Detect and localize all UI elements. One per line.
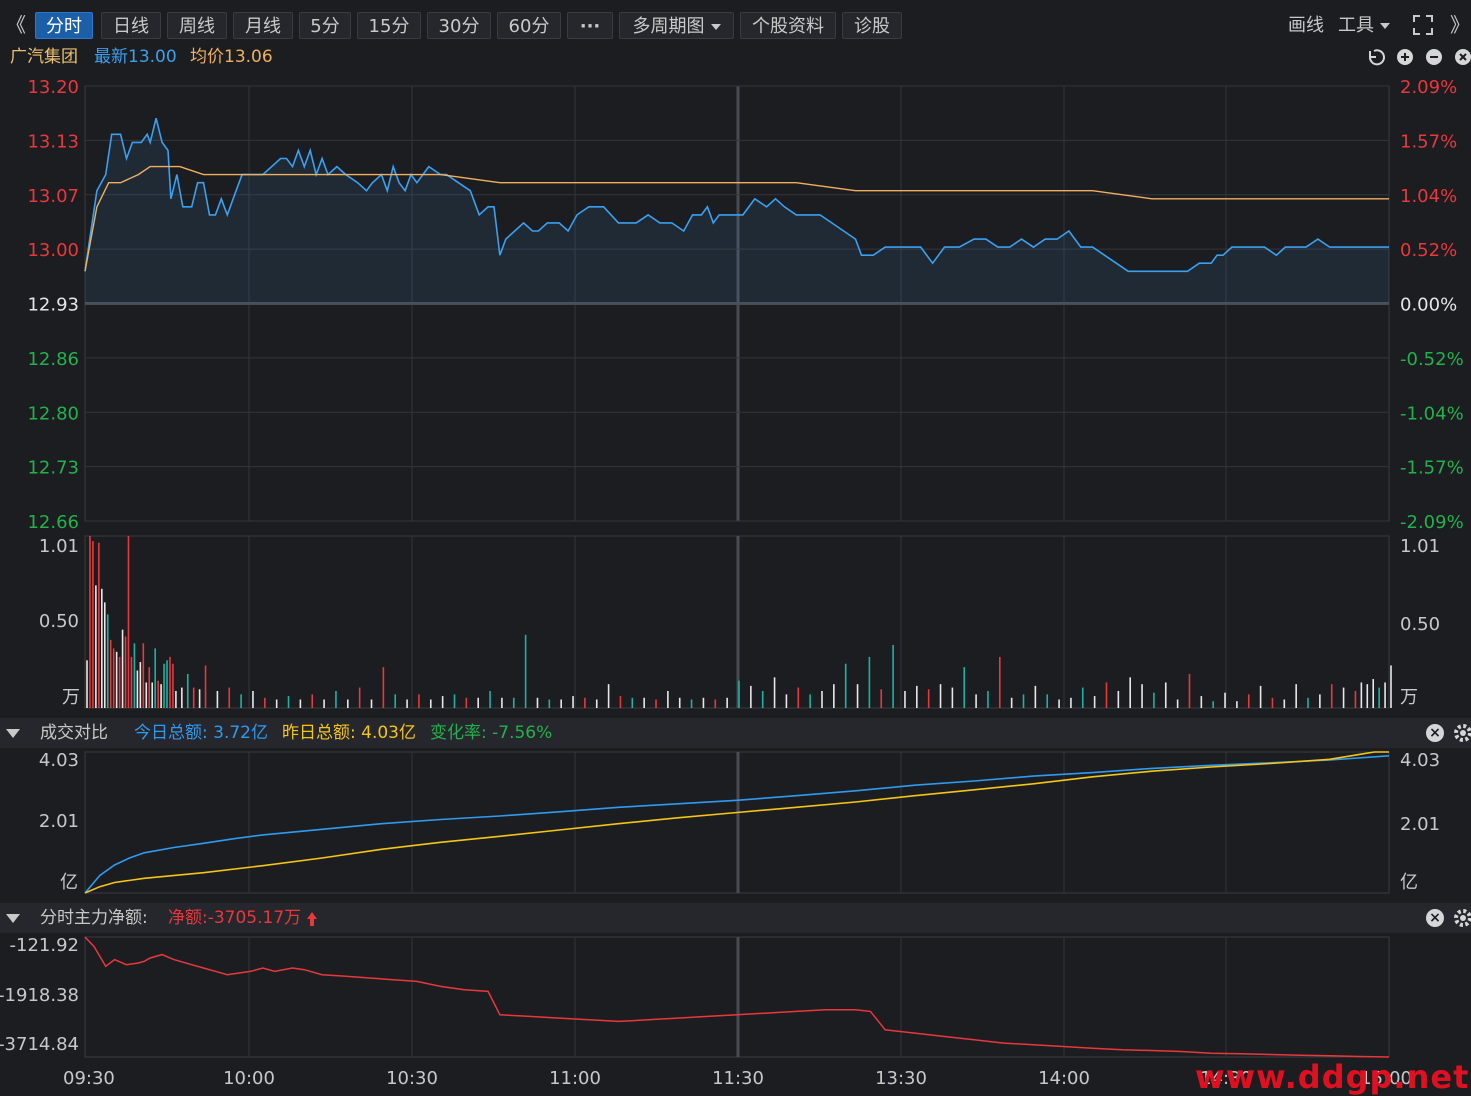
x-tick-label: 09:30 [63,1068,115,1089]
yesterday-total-line [84,751,1389,894]
y-tick-label-right: 0.50 [1400,614,1440,635]
x-tick-label: 13:30 [875,1068,927,1089]
tools-label: 工具 [1338,15,1374,36]
netflow-line [84,936,1390,1058]
x-tick-label: 10:30 [386,1068,438,1089]
y-tick-label: 12.80 [27,403,79,424]
tab-daily[interactable]: 日线 [101,12,161,39]
tab-30min[interactable]: 30分 [427,12,491,39]
average-price: 均价13.06 [190,47,273,67]
more-button[interactable]: ··· [567,12,613,39]
y-tick-label: 13.20 [27,77,79,98]
x-tick-label: 11:30 [712,1068,764,1089]
y-tick-label: 13.13 [27,131,79,152]
netflow-chart[interactable]: -121.92 -1918.38 -3714.84 09:30 10:00 10:30 11… [0,933,1471,1095]
price-chart[interactable]: 13.20 2.09% 13.13 1.57% 13.07 1.04% 13.00 0.52%… [0,70,1471,530]
net-amount: 净额:-3705.17万 [168,908,302,928]
watermark: www.ddgp.net [1195,1058,1470,1096]
x-tick-label: 15:00 [1360,1068,1412,1089]
latest-price: 最新13.00 [94,47,177,67]
x-tick-label: 14:00 [1038,1068,1090,1089]
tab-intraday[interactable]: 分时 [35,12,93,39]
netflow-title: 分时主力净额: [40,908,148,928]
tools-dropdown[interactable]: 工具 [1338,12,1390,39]
y-tick-label: 12.73 [27,458,79,479]
volume-chart[interactable]: 1.01 0.50 1.01 0.50 [0,530,1471,718]
toolbar: 《 分时 日线 周线 月线 5分 15分 30分 60分 ··· 多周期图 个股… [0,0,1471,44]
yesterday-total: 昨日总额: 4.03亿 [282,723,416,743]
x-tick-label: 10:00 [223,1068,275,1089]
y-tick-label: 0.50 [39,611,79,632]
fullscreen-icon[interactable] [1412,14,1434,36]
multi-period-label: 多周期图 [632,16,705,37]
y-tick-label-right: -0.52% [1400,349,1464,370]
y-tick-label: 12.66 [27,512,79,530]
y-tick-label: 4.03 [39,750,79,771]
turnover-unit-right: 亿 [1400,872,1418,893]
diagnose-button[interactable]: 诊股 [842,12,902,39]
collapse-icon[interactable] [6,729,20,738]
close-icon[interactable]: × [1426,909,1444,927]
zoom-out-icon[interactable] [1426,49,1442,65]
price-area [85,118,1389,304]
y-tick-label-right: 2.01 [1400,814,1440,835]
turnover-unit-left: 亿 [60,872,78,893]
x-tick-label: 14:30 [1200,1068,1252,1089]
y-tick-label: 12.86 [27,349,79,370]
y-tick-label: 13.00 [27,240,79,261]
tab-60min[interactable]: 60分 [497,12,561,39]
y-tick-label-right: 0.52% [1400,240,1457,261]
y-tick-label-right: -2.09% [1400,512,1464,530]
y-tick-label: 1.01 [39,536,79,557]
chevron-down-icon [1380,23,1390,29]
close-icon[interactable] [1455,49,1471,65]
y-tick-label: 12.93 [27,295,79,316]
stock-name: 广汽集团 [10,47,78,67]
turnover-chart[interactable]: 4.03 2.01 4.03 2.01 [0,748,1471,903]
volume-unit-right: 万 [1400,687,1418,708]
change-rate: 变化率: -7.56% [430,723,553,743]
forward-icon[interactable]: 》 [1450,13,1470,37]
chart-controls [1368,49,1471,66]
tab-5min[interactable]: 5分 [299,12,351,39]
y-tick-label: 2.01 [39,811,79,832]
multi-period-dropdown[interactable]: 多周期图 [619,12,734,39]
tab-weekly[interactable]: 周线 [167,12,227,39]
y-tick-label-right: 1.57% [1400,131,1457,152]
y-tick-label-right: 1.04% [1400,186,1457,207]
arrow-up-icon [307,912,317,926]
close-icon[interactable]: × [1426,724,1444,742]
tab-15min[interactable]: 15分 [357,12,421,39]
netflow-panel-header: 分时主力净额: 净额:-3705.17万 × [0,903,1471,933]
gear-icon[interactable] [1453,908,1471,928]
turnover-title: 成交对比 [40,723,108,743]
y-tick-label-right: 0.00% [1400,295,1457,316]
price-line [84,118,1389,273]
y-tick-label-right: 1.01 [1400,536,1440,557]
draw-line-button[interactable]: 画线 [1288,15,1324,36]
stock-info-button[interactable]: 个股资料 [740,12,836,39]
y-tick-label: 13.07 [27,186,79,207]
y-tick-label: -3714.84 [0,1034,79,1055]
collapse-icon[interactable] [6,914,20,923]
today-total: 今日总额: 3.72亿 [134,723,268,743]
average-line [84,165,1389,272]
volume-unit-left: 万 [62,687,80,708]
gear-icon[interactable] [1453,723,1471,743]
y-tick-label-right: 4.03 [1400,750,1440,771]
y-tick-label-right: -1.04% [1400,403,1464,424]
today-total-line [84,755,1390,894]
turnover-panel-header: 成交对比 今日总额: 3.72亿 昨日总额: 4.03亿 变化率: -7.56%… [0,718,1471,748]
chevron-down-icon [710,24,721,30]
tab-monthly[interactable]: 月线 [233,12,293,39]
undo-icon[interactable] [1368,49,1385,66]
zoom-in-icon[interactable] [1397,49,1413,65]
back-icon[interactable]: 《 [6,13,26,37]
y-tick-label: -121.92 [10,935,79,956]
x-tick-label: 11:00 [549,1068,601,1089]
y-tick-label-right: 2.09% [1400,77,1457,98]
y-tick-label-right: -1.57% [1400,458,1464,479]
y-tick-label: -1918.38 [0,985,79,1006]
